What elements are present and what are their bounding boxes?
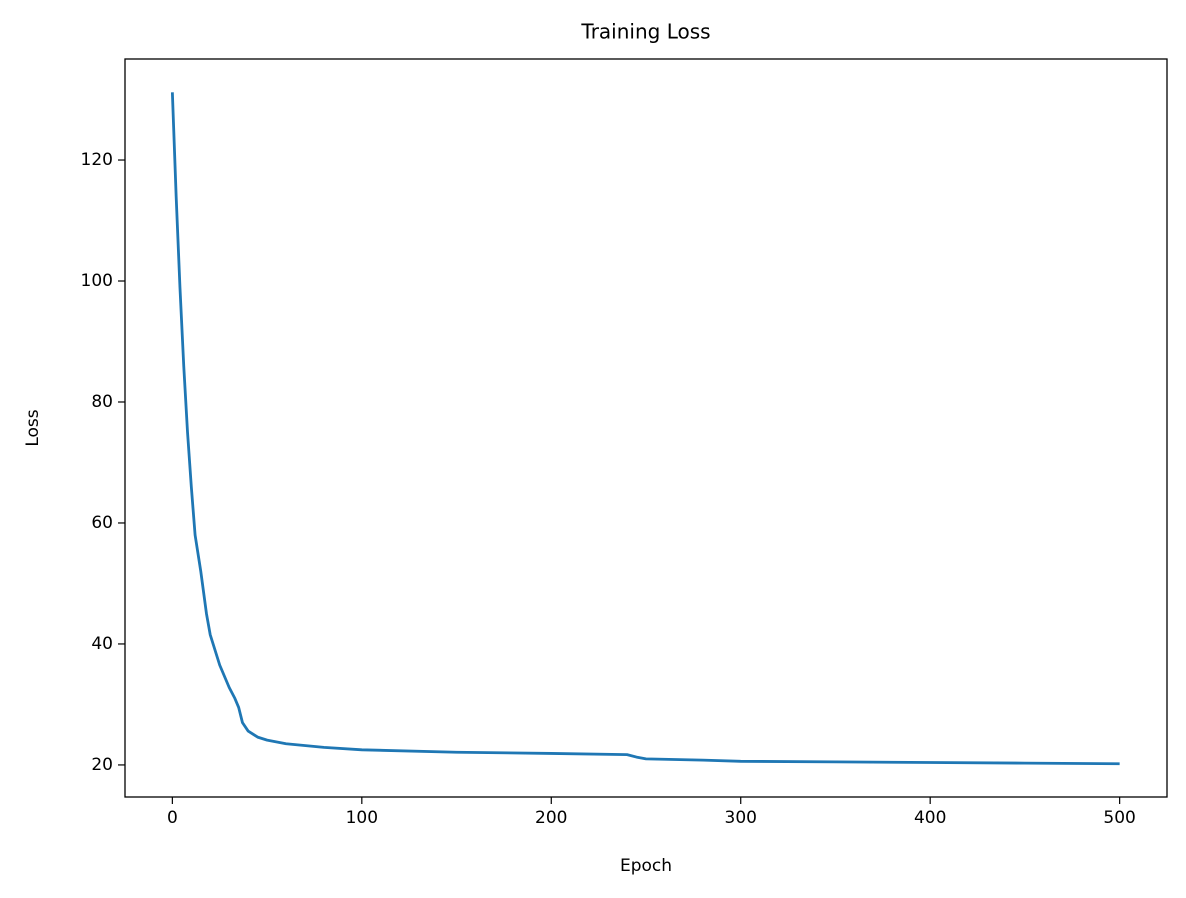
x-axis-label: Epoch [620, 856, 672, 876]
x-tick-label: 0 [167, 808, 178, 828]
y-tick-label: 100 [81, 271, 113, 291]
x-tick-label: 400 [914, 808, 946, 828]
y-tick-label: 20 [91, 755, 113, 775]
plot-frame [124, 58, 1168, 798]
y-tick-label: 120 [81, 150, 113, 170]
loss-line [170, 92, 1120, 766]
x-tick-label: 200 [535, 808, 567, 828]
y-tick-label: 80 [91, 392, 113, 412]
x-tick-label: 300 [725, 808, 757, 828]
y-tick-label: 40 [91, 634, 113, 654]
y-axis-label: Loss [23, 409, 43, 446]
x-tick-label: 100 [346, 808, 378, 828]
x-tick-label: 500 [1103, 808, 1135, 828]
chart-title: Training Loss [580, 20, 710, 44]
y-tick-label: 60 [91, 513, 113, 533]
